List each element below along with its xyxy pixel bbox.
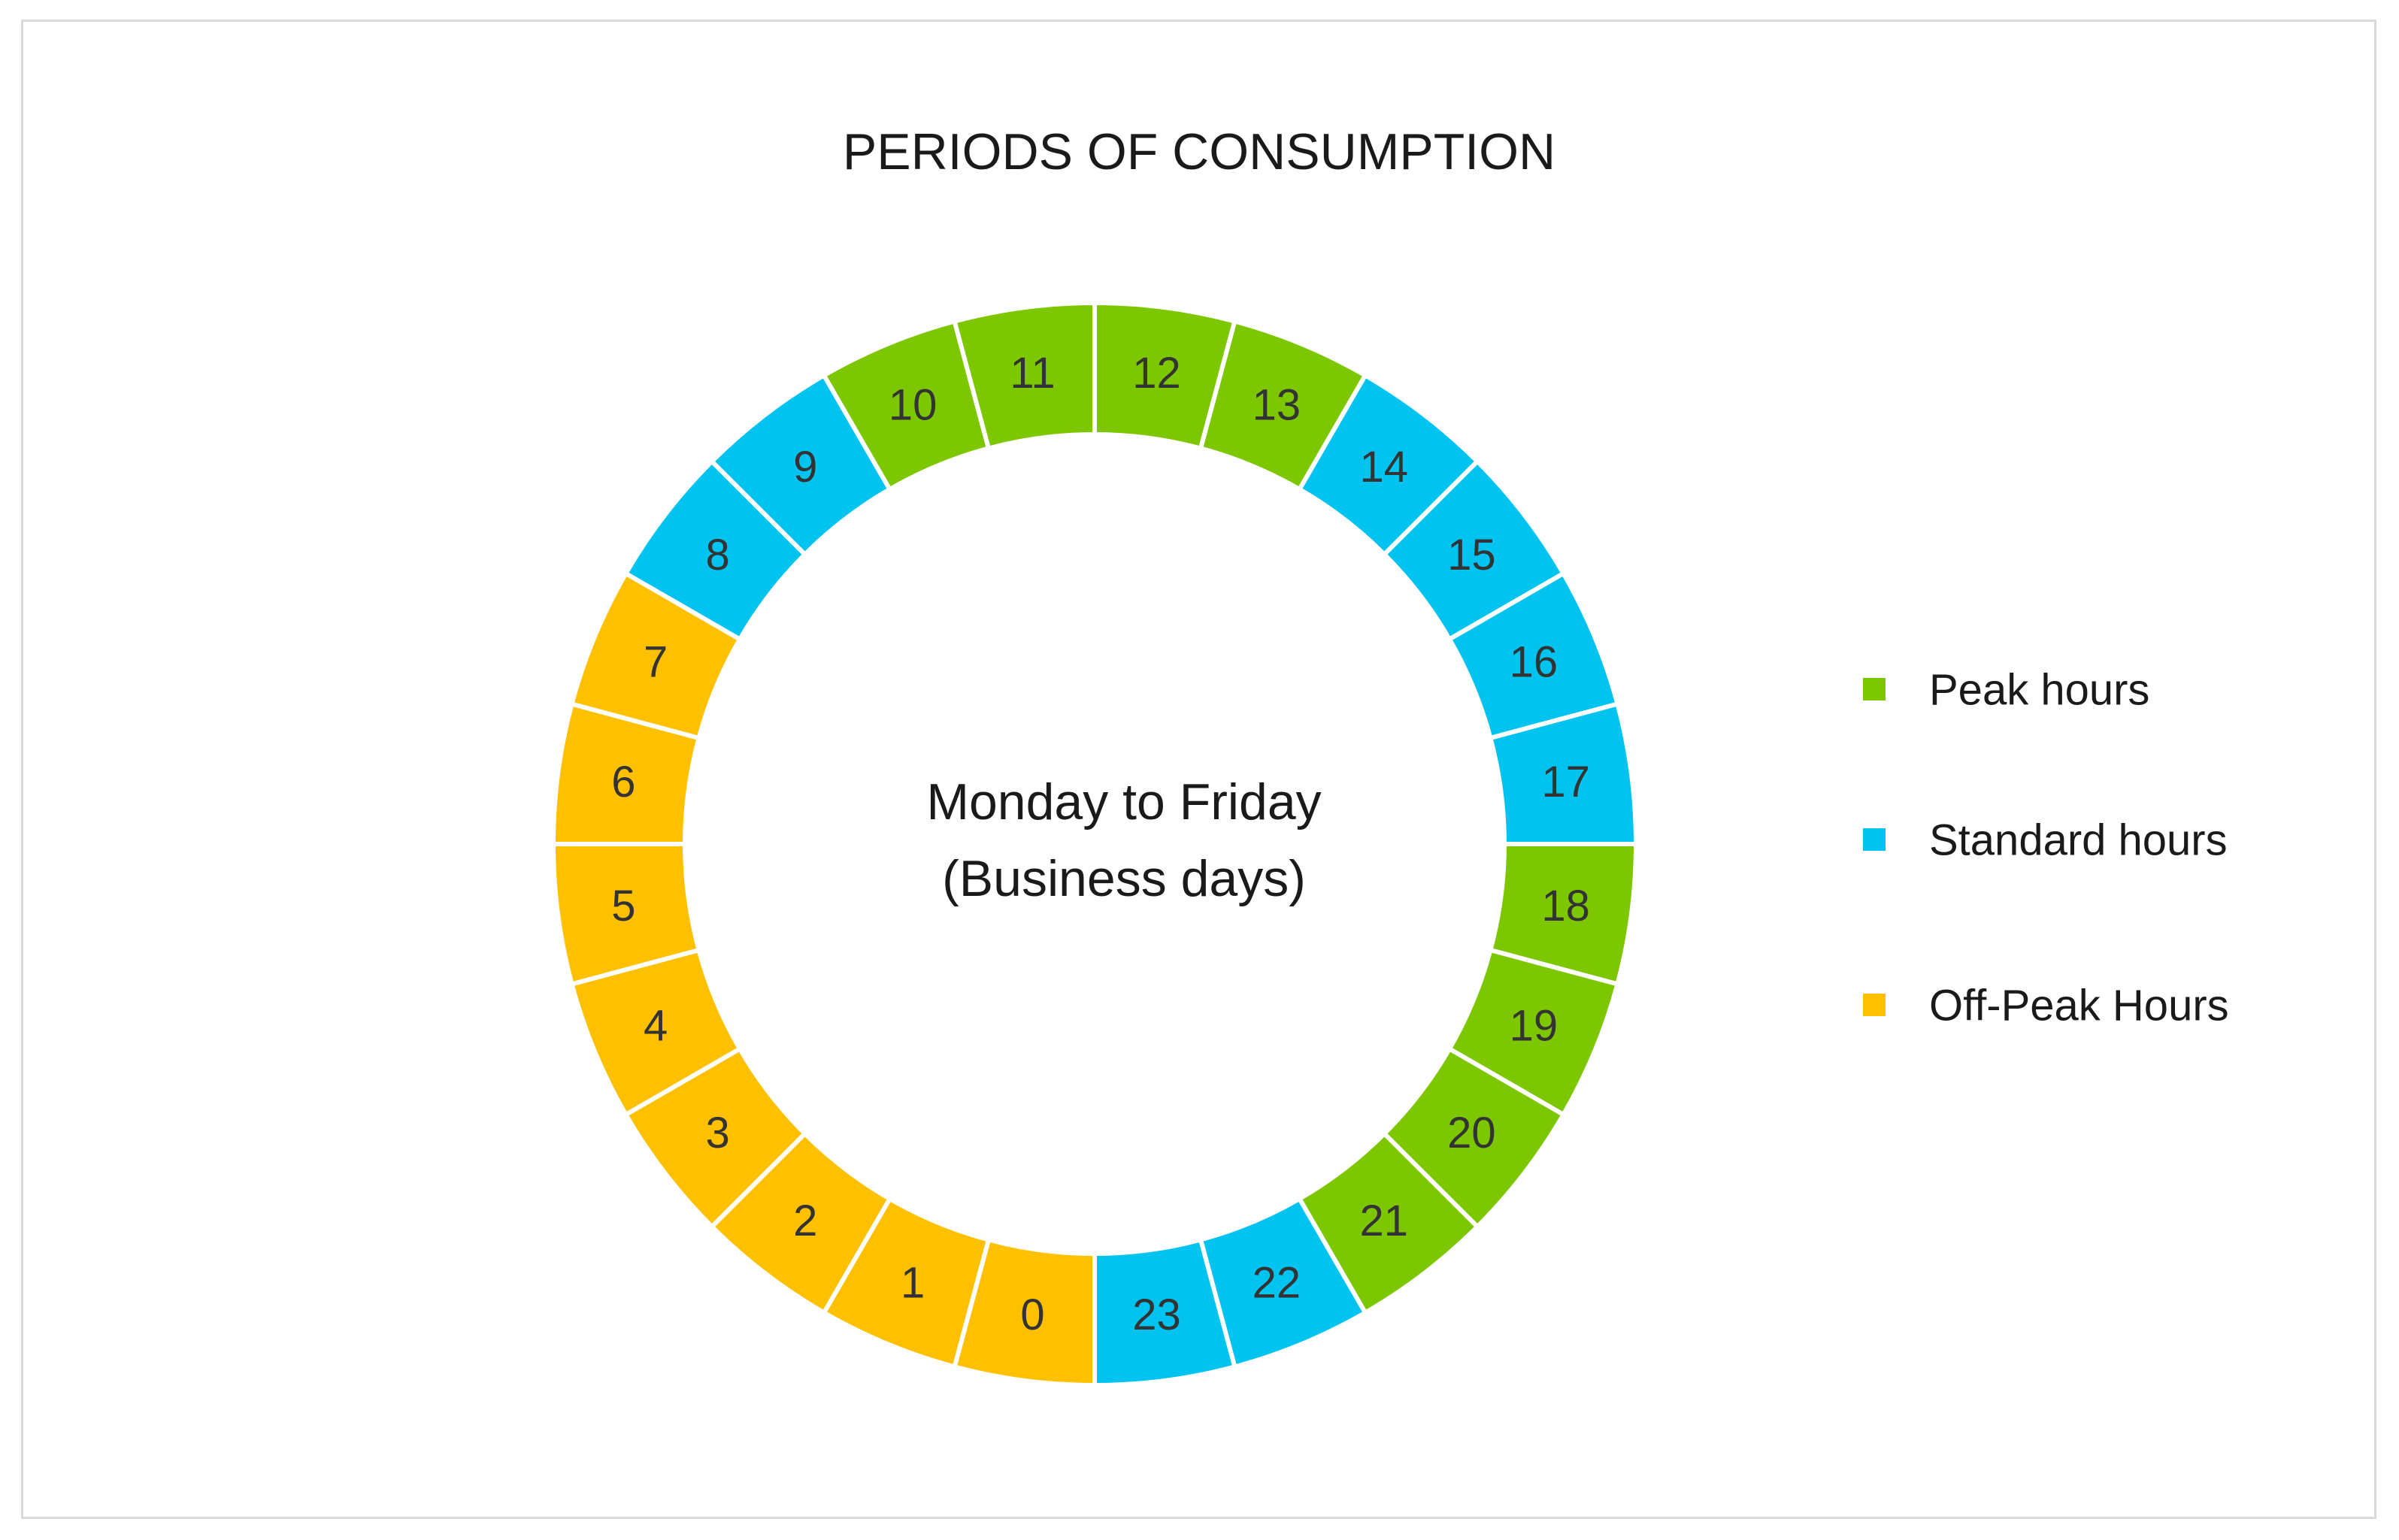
hour-label-5: 5 bbox=[611, 882, 635, 930]
hour-label-10: 10 bbox=[889, 381, 937, 430]
legend-swatch-2 bbox=[1863, 994, 1886, 1016]
hour-label-9: 9 bbox=[793, 443, 817, 492]
hour-label-4: 4 bbox=[644, 1001, 668, 1050]
hour-label-17: 17 bbox=[1541, 758, 1590, 806]
hour-label-11: 11 bbox=[1010, 349, 1055, 398]
hour-label-16: 16 bbox=[1510, 638, 1558, 687]
hour-label-3: 3 bbox=[705, 1109, 729, 1157]
legend-label-0: Peak hours bbox=[1929, 666, 2149, 715]
hour-label-21: 21 bbox=[1359, 1197, 1408, 1245]
hour-label-1: 1 bbox=[901, 1258, 925, 1307]
hour-label-0: 0 bbox=[1020, 1290, 1044, 1339]
hour-label-19: 19 bbox=[1510, 1001, 1558, 1050]
legend-label-2: Off-Peak Hours bbox=[1929, 982, 2229, 1030]
legend-label-1: Standard hours bbox=[1929, 816, 2228, 865]
hour-label-6: 6 bbox=[611, 758, 635, 806]
hour-label-14: 14 bbox=[1359, 443, 1408, 492]
center-label-line-2: (Business days) bbox=[942, 850, 1306, 907]
hour-label-18: 18 bbox=[1541, 882, 1590, 930]
hour-label-2: 2 bbox=[793, 1197, 817, 1245]
hour-label-23: 23 bbox=[1132, 1290, 1181, 1339]
hour-label-8: 8 bbox=[705, 531, 729, 579]
hour-label-15: 15 bbox=[1447, 531, 1496, 579]
legend-swatch-1 bbox=[1863, 828, 1886, 851]
legend-swatch-0 bbox=[1863, 678, 1886, 700]
center-label-line-1: Monday to Friday bbox=[926, 773, 1321, 831]
hour-label-22: 22 bbox=[1253, 1258, 1301, 1307]
hour-label-13: 13 bbox=[1253, 381, 1301, 430]
hour-segment-23 bbox=[1092, 1236, 1238, 1388]
hour-label-12: 12 bbox=[1132, 349, 1181, 398]
legend: Peak hours Standard hours Off-Peak Hours bbox=[1863, 666, 2229, 1030]
chart-title: PERIODS OF CONSUMPTION bbox=[843, 123, 1555, 180]
hour-label-20: 20 bbox=[1447, 1109, 1496, 1157]
hour-label-7: 7 bbox=[644, 638, 668, 687]
